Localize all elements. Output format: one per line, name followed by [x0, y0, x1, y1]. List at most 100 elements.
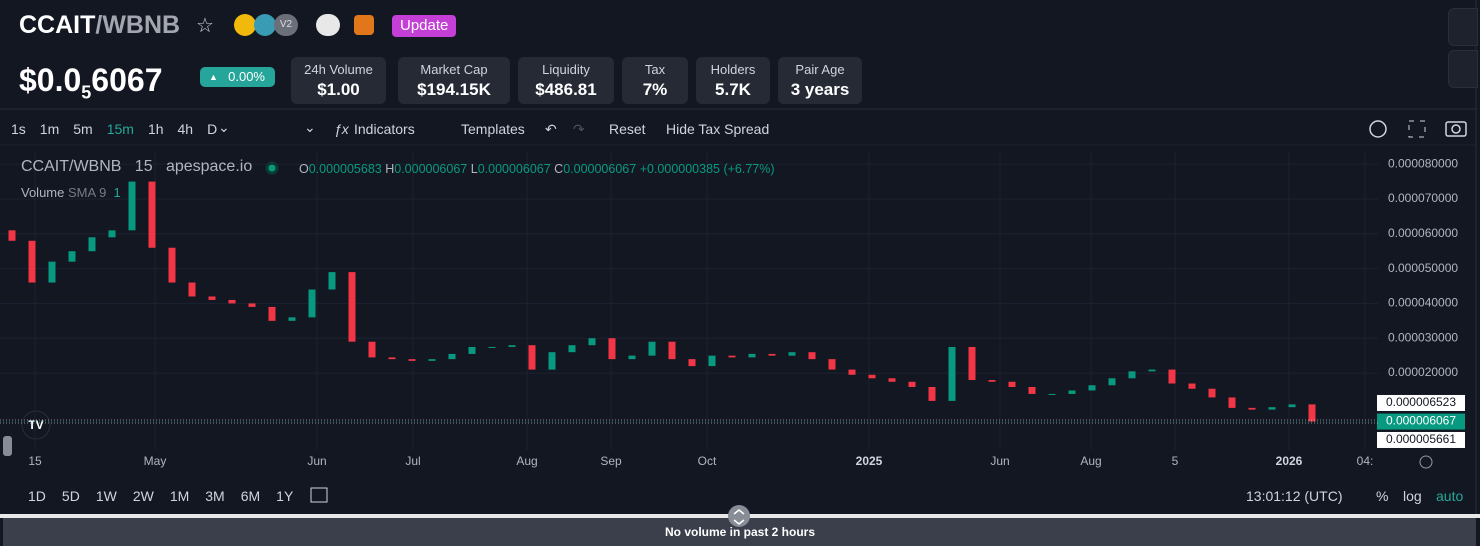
candle: [828, 359, 836, 370]
templates-button[interactable]: Templates: [461, 121, 525, 137]
candle: [308, 289, 316, 318]
x-tick-label: Aug: [1080, 454, 1101, 468]
range-button[interactable]: 3M: [205, 488, 225, 504]
settings-icon[interactable]: [1369, 120, 1387, 138]
base: CCAIT: [19, 11, 96, 39]
clock: 13:01:12 (UTC): [1246, 488, 1343, 504]
interval-button[interactable]: 1s: [11, 121, 26, 137]
stat-value: 5.7K: [715, 80, 751, 99]
volume-legend: Volume SMA 9 1: [21, 185, 121, 200]
price-tail: 6067: [91, 62, 163, 98]
y-tick-label: 0.000030000: [1388, 330, 1458, 344]
candle: [1008, 381, 1016, 387]
stat-box: Tax 7%: [622, 57, 688, 104]
price-label-bg: [1377, 431, 1465, 448]
candle: [1168, 369, 1176, 384]
x-tick-label: Jun: [307, 454, 326, 468]
sma: SMA 9: [68, 185, 107, 200]
interval-button[interactable]: 15m: [106, 121, 134, 137]
stat-value: 7%: [642, 80, 668, 99]
candle: [328, 272, 336, 290]
range-button[interactable]: 1M: [169, 488, 190, 504]
stat-value: $194.15K: [417, 80, 491, 99]
x-tick-label: Oct: [698, 454, 717, 468]
l-value: 0.000006067: [477, 162, 551, 176]
candle: [1148, 369, 1156, 372]
price-label: 0.000006067: [1386, 414, 1456, 428]
range-button[interactable]: 1D: [28, 488, 46, 504]
settings-icon[interactable]: [1419, 455, 1433, 469]
redo-button[interactable]: ↷: [573, 121, 585, 137]
source: apespace.io: [165, 158, 253, 175]
dex-icon: [254, 14, 276, 36]
y-tick-label: 0.000070000: [1388, 191, 1458, 205]
interval-button[interactable]: 1m: [39, 121, 60, 137]
candle: [608, 338, 616, 360]
x-tick-label: 2026: [1276, 454, 1303, 468]
interval-button[interactable]: 4h: [177, 121, 194, 137]
reset-button[interactable]: Reset: [609, 121, 646, 137]
camera-icon[interactable]: [1445, 121, 1467, 137]
range-button[interactable]: 1Y: [276, 488, 294, 504]
candle: [988, 380, 996, 382]
chart-icon[interactable]: [316, 14, 340, 36]
stat-label: Market Cap: [420, 62, 488, 77]
update-button[interactable]: Update: [392, 15, 457, 37]
stat-box: 24h Volume $1.00: [291, 57, 386, 104]
candle: [68, 251, 76, 262]
chain-icon: [234, 14, 256, 36]
range-button[interactable]: 2W: [132, 488, 154, 504]
stat-label: Tax: [644, 62, 666, 77]
candle: [188, 282, 196, 297]
candle: [868, 374, 876, 379]
stat-value: 3 years: [790, 80, 850, 99]
undo-button[interactable]: ↶: [545, 121, 557, 137]
candle: [748, 353, 756, 358]
candle: [28, 240, 36, 283]
resize-handle[interactable]: [3, 436, 12, 456]
ranges: 1D 5D 1W 2W 1M 3M 6M 1Y: [28, 488, 293, 504]
candle: [908, 381, 916, 387]
y-tick-label: 0.000050000: [1388, 261, 1458, 275]
candle: [728, 355, 736, 358]
candle: [1248, 407, 1256, 410]
interval-dropdown[interactable]: ⌄: [218, 119, 230, 135]
interval-button[interactable]: D: [207, 121, 218, 137]
x-tick-label: 2025: [856, 454, 883, 468]
candle: [208, 296, 216, 300]
candle: [768, 353, 776, 356]
hide-tax-button[interactable]: Hide Tax Spread: [666, 121, 770, 137]
x-tick-label: 5: [1172, 454, 1179, 468]
candle: [388, 357, 396, 360]
candle: [1288, 404, 1296, 408]
favorite-star[interactable]: ☆: [196, 15, 214, 37]
percent-button[interactable]: %: [1376, 488, 1389, 504]
type-dropdown[interactable]: ⌄: [304, 119, 316, 135]
info-button[interactable]: [1448, 8, 1478, 46]
legend: CCAIT/WBNB 15 apespace.io: [21, 158, 252, 176]
auto-button[interactable]: auto: [1436, 488, 1464, 504]
candle: [128, 181, 136, 231]
candle: [448, 353, 456, 360]
indicators-button[interactable]: Indicators: [354, 121, 415, 137]
candle: [808, 352, 816, 360]
price-label: 0.000006523: [1386, 395, 1456, 409]
plot: 0.000020000 0.000030000 0.000040000 0.00005…: [0, 152, 1465, 468]
date-range-icon[interactable]: [310, 487, 328, 503]
log-button[interactable]: log: [1403, 488, 1422, 504]
collapse-button[interactable]: [728, 505, 750, 527]
panel-button[interactable]: [1448, 50, 1478, 88]
fullscreen-icon[interactable]: [1408, 120, 1426, 138]
chart-bg: [0, 109, 1476, 515]
interval-button[interactable]: 5m: [73, 121, 93, 137]
stat-box: Liquidity $486.81: [518, 57, 614, 104]
range-button[interactable]: 6M: [240, 488, 261, 504]
wallet-icon[interactable]: [354, 15, 374, 35]
stat-label: Pair Age: [795, 62, 845, 77]
interval-button[interactable]: 1h: [147, 121, 164, 137]
range-button[interactable]: 1W: [95, 488, 117, 504]
price-lead: $0.0: [19, 62, 82, 98]
c-value: 0.000006067: [563, 162, 637, 176]
range-button[interactable]: 5D: [61, 488, 80, 504]
